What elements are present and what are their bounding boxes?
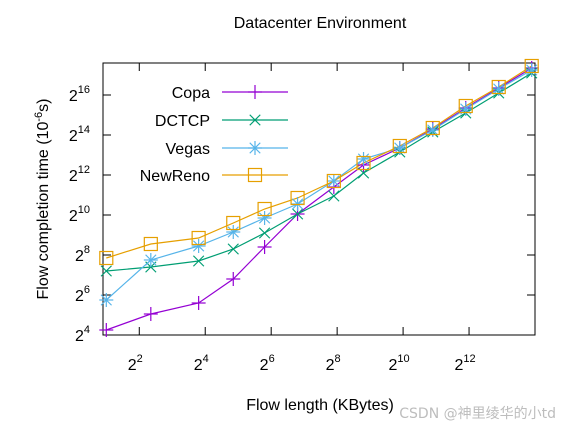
x-tick-label-exp: 10	[397, 353, 409, 365]
y-tick-label-exp: 12	[78, 164, 90, 176]
series-line-newreno	[106, 65, 533, 259]
data-point-vegas	[191, 239, 206, 253]
legend-label-vegas: Vegas	[166, 141, 210, 158]
x-tick-label-exp: 4	[203, 353, 209, 365]
data-point-newreno	[524, 58, 539, 74]
y-tick-label-exp: 10	[78, 204, 90, 216]
data-point-newreno	[392, 138, 407, 154]
y-tick-label-base: 2	[69, 168, 78, 185]
legend-marker-copa	[248, 85, 262, 99]
data-point-newreno	[356, 155, 371, 171]
y-tick-label-base: 2	[75, 248, 84, 265]
data-point-dctcp	[227, 243, 239, 255]
legend-marker-dctcp	[249, 114, 261, 126]
x-tick-label: 24	[194, 353, 209, 374]
x-tick-label: 22	[128, 353, 143, 374]
series-markers	[99, 58, 539, 337]
y-tick-label: 216	[69, 84, 90, 105]
data-point-copa	[143, 307, 158, 321]
legend-marker-vegas	[248, 141, 262, 155]
y-tick-label: 28	[75, 244, 90, 265]
data-point-dctcp	[258, 227, 271, 239]
y-tick-label-exp: 4	[84, 324, 90, 336]
data-point-copa	[99, 323, 114, 337]
data-point-newreno	[491, 79, 506, 95]
y-tick-label-exp: 14	[78, 124, 90, 136]
data-point-newreno	[191, 230, 206, 246]
legend: Copa DCTCP Vegas NewReno	[140, 85, 288, 185]
data-point-newreno	[290, 190, 305, 206]
x-tick-label-base: 2	[260, 357, 269, 374]
legend-marker-newreno	[247, 167, 263, 183]
x-tick-label: 26	[260, 353, 275, 374]
data-point-vegas	[99, 293, 114, 307]
series-lines	[105, 65, 533, 331]
data-point-copa	[257, 240, 272, 254]
data-point-copa	[226, 272, 241, 286]
x-tick-label-exp: 12	[463, 353, 475, 365]
data-point-vegas	[257, 211, 272, 225]
data-point-vegas	[143, 253, 158, 267]
x-tick-label-exp: 8	[335, 353, 341, 365]
x-tick-label-base: 2	[454, 357, 463, 374]
data-point-newreno	[99, 250, 114, 266]
x-axis-label: Flow length (KBytes)	[246, 397, 394, 414]
y-axis-label: Flow completion time (10-6s)	[33, 99, 52, 300]
legend-label-newreno: NewReno	[140, 168, 210, 185]
data-point-vegas	[458, 102, 473, 116]
x-tick-label: 210	[389, 353, 410, 374]
x-tick-label: 28	[326, 353, 341, 374]
data-point-newreno	[143, 236, 158, 252]
legend-label-copa: Copa	[172, 85, 210, 102]
data-point-vegas	[326, 174, 341, 188]
x-tick-label-base: 2	[194, 357, 203, 374]
y-tick-label-exp: 6	[84, 284, 90, 296]
x-tick-label-base: 2	[326, 357, 335, 374]
y-axis-label-unit: s)	[35, 99, 52, 112]
y-tick-label-base: 2	[69, 208, 78, 225]
data-point-dctcp	[291, 208, 304, 220]
data-point-newreno	[458, 98, 473, 114]
data-point-dctcp	[192, 255, 205, 267]
x-tick-label-base: 2	[128, 357, 137, 374]
data-point-vegas	[524, 63, 539, 77]
x-tick-label-base: 2	[389, 357, 398, 374]
data-point-dctcp	[100, 265, 112, 277]
y-axis-label-exp: -6	[33, 112, 45, 122]
y-tick-label-exp: 8	[84, 244, 90, 256]
data-point-newreno	[257, 201, 272, 217]
y-tick-label: 24	[75, 324, 90, 345]
data-point-copa	[191, 296, 206, 310]
data-point-newreno	[326, 173, 341, 189]
x-tick-label: 212	[454, 353, 475, 374]
plot-frame	[102, 62, 536, 336]
y-tick-label-base: 2	[75, 328, 84, 345]
y-tick-label-base: 2	[69, 128, 78, 145]
data-point-vegas	[226, 225, 241, 239]
watermark: CSDN @神里绫华的小td	[399, 406, 556, 422]
y-tick-label: 214	[69, 124, 90, 145]
y-tick-label: 26	[75, 284, 90, 305]
legend-label-dctcp: DCTCP	[155, 113, 210, 130]
y-axis-label-main: Flow completion time (10	[35, 122, 52, 300]
y-tick-label-exp: 16	[78, 84, 90, 96]
y-tick-label: 212	[69, 164, 90, 185]
y-tick-label: 210	[69, 204, 90, 225]
x-tick-label-exp: 2	[137, 353, 143, 365]
data-point-newreno	[226, 215, 241, 231]
chart-title: Datacenter Environment	[234, 15, 407, 32]
y-tick-label-base: 2	[69, 88, 78, 105]
data-point-vegas	[356, 152, 371, 166]
x-tick-label-exp: 6	[269, 353, 275, 365]
y-tick-label-base: 2	[75, 288, 84, 305]
data-point-dctcp	[328, 190, 340, 202]
data-point-newreno	[425, 120, 440, 136]
